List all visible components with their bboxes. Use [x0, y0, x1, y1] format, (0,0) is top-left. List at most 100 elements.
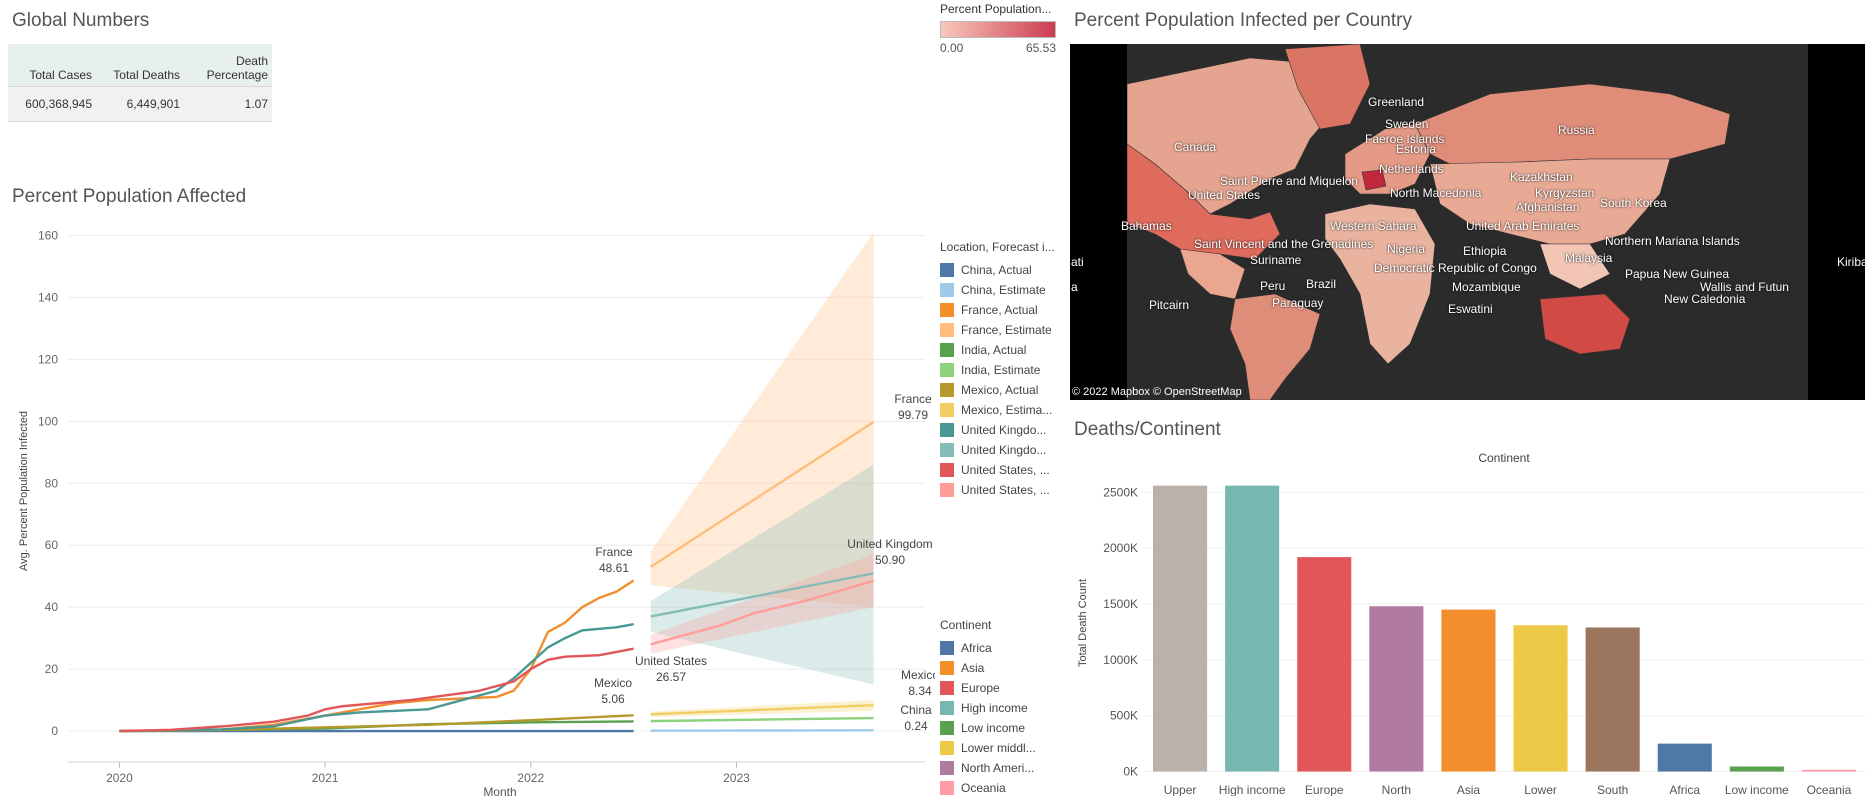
continent-legend-label: Africa: [961, 641, 992, 655]
map-label: Democratic Republic of Congo: [1374, 261, 1537, 275]
value-total-deaths: 6,449,901: [96, 87, 184, 122]
annotation-name: France: [595, 545, 633, 559]
continent-legend-item[interactable]: Lower middl...: [940, 738, 1065, 758]
bar-chart[interactable]: Continent0K500K1000K1500K2000K2500KTotal…: [1070, 446, 1865, 796]
y-tick-label: 140: [38, 290, 58, 304]
map-label: Netherlands: [1379, 162, 1444, 176]
location-legend-item[interactable]: United Kingdo...: [940, 420, 1065, 440]
annotation-name: United Kingdom: [847, 537, 932, 551]
continent-legend-swatch: [940, 741, 954, 755]
map-label: Kiriba: [1837, 255, 1865, 269]
continent-legend-label: Asia: [961, 661, 984, 675]
header-death-percentage: Death Percentage: [184, 44, 272, 87]
continent-legend-swatch: [940, 661, 954, 675]
location-legend-item[interactable]: Mexico, Estima...: [940, 400, 1065, 420]
location-legend-item[interactable]: United Kingdo...: [940, 440, 1065, 460]
x-axis-title: Month: [483, 785, 516, 796]
y-tick-label: 20: [45, 662, 59, 676]
map-label: Nigeria: [1387, 242, 1425, 256]
series-line-france-actual-2[interactable]: [119, 580, 633, 731]
continent-legend-item[interactable]: Low income: [940, 718, 1065, 738]
continent-legend-item[interactable]: Oceania: [940, 778, 1065, 798]
location-legend-label: United States, ...: [961, 483, 1050, 497]
value-total-cases: 600,368,945: [8, 87, 96, 122]
bar-y-tick-label: 500K: [1110, 709, 1138, 723]
bar-africa-7[interactable]: [1658, 744, 1712, 772]
bar-lower-5[interactable]: [1514, 625, 1568, 771]
bar-column-header: Continent: [1478, 451, 1530, 465]
location-legend-item[interactable]: France, Actual: [940, 300, 1065, 320]
bar-high-income-1[interactable]: [1225, 486, 1279, 772]
location-legend-item[interactable]: India, Estimate: [940, 360, 1065, 380]
continent-legend-swatch: [940, 681, 954, 695]
header-total-deaths: Total Deaths: [96, 44, 184, 87]
continent-legend-item[interactable]: Europe: [940, 678, 1065, 698]
legend-min: 0.00: [940, 41, 963, 55]
map-label: Pitcairn: [1149, 298, 1189, 312]
map-label: Northern Mariana Islands: [1605, 234, 1740, 248]
bar-category-label: Upper: [1164, 783, 1197, 796]
map-label: Kyrgyzstan: [1535, 186, 1594, 200]
continent-legend-item[interactable]: Asia: [940, 658, 1065, 678]
percent-population-legend-title: Percent Population...: [940, 2, 1060, 16]
continent-legend-item[interactable]: High income: [940, 698, 1065, 718]
location-legend-label: India, Actual: [961, 343, 1026, 357]
shape-australia: [1540, 294, 1630, 354]
continent-legend-label: Oceania: [961, 781, 1006, 795]
bar-south-6[interactable]: [1586, 627, 1640, 771]
bar-north-3[interactable]: [1369, 606, 1423, 771]
x-tick-label: 2020: [106, 771, 133, 785]
location-legend-item[interactable]: United States, ...: [940, 480, 1065, 500]
bar-europe-2[interactable]: [1297, 557, 1351, 771]
annotation-value: 50.90: [875, 553, 905, 567]
bar-oceania-9[interactable]: [1802, 770, 1856, 772]
bar-low-income-8[interactable]: [1730, 767, 1784, 772]
y-tick-label: 100: [38, 414, 58, 428]
location-legend-item[interactable]: China, Actual: [940, 260, 1065, 280]
location-legend-item[interactable]: United States, ...: [940, 460, 1065, 480]
map-label: Russia: [1558, 123, 1595, 137]
location-legend-swatch: [940, 463, 954, 477]
annotation-value: 0.24: [904, 719, 928, 733]
map-label: United Arab Emirates: [1466, 219, 1579, 233]
continent-legend-swatch: [940, 781, 954, 795]
annotation-name: Mexico: [901, 668, 935, 682]
continent-legend[interactable]: Continent Africa Asia Europe High income Low…: [940, 618, 1065, 798]
location-legend-label: China, Estimate: [961, 283, 1046, 297]
location-legend-item[interactable]: India, Actual: [940, 340, 1065, 360]
continent-legend-label: Lower middl...: [961, 741, 1036, 755]
location-legend-swatch: [940, 403, 954, 417]
continent-legend-swatch: [940, 701, 954, 715]
bar-upper-0[interactable]: [1153, 486, 1207, 772]
location-legend-item[interactable]: China, Estimate: [940, 280, 1065, 300]
map-label: Suriname: [1250, 253, 1301, 267]
continent-legend-item[interactable]: North Ameri...: [940, 758, 1065, 778]
location-legend-swatch: [940, 443, 954, 457]
series-line-united-kingdo-8[interactable]: [119, 624, 633, 731]
bar-y-tick-label: 1000K: [1103, 653, 1138, 667]
location-legend-item[interactable]: Mexico, Actual: [940, 380, 1065, 400]
continent-legend-label: North Ameri...: [961, 761, 1034, 775]
continent-legend-item[interactable]: Africa: [940, 638, 1065, 658]
y-tick-label: 80: [45, 476, 59, 490]
location-legend-item[interactable]: France, Estimate: [940, 320, 1065, 340]
series-line-india-estimate-5[interactable]: [651, 718, 874, 721]
continent-legend-title: Continent: [940, 618, 1065, 632]
map-credit: © 2022 Mapbox © OpenStreetMap: [1072, 386, 1242, 398]
bar-category-label: Low income: [1725, 783, 1789, 796]
bar-category-label: North: [1382, 783, 1411, 796]
map-label: Estonia: [1396, 142, 1436, 156]
bar-asia-4[interactable]: [1441, 610, 1495, 772]
percent-population-legend[interactable]: Percent Population... 0.00 65.53: [940, 2, 1060, 55]
continent-legend-swatch: [940, 641, 954, 655]
continent-legend-label: Europe: [961, 681, 1000, 695]
map-label: Bahamas: [1121, 219, 1172, 233]
bar-y-axis-title: Total Death Count: [1077, 579, 1089, 667]
bar-y-tick-label: 1500K: [1103, 597, 1138, 611]
continent-legend-label: Low income: [961, 721, 1025, 735]
